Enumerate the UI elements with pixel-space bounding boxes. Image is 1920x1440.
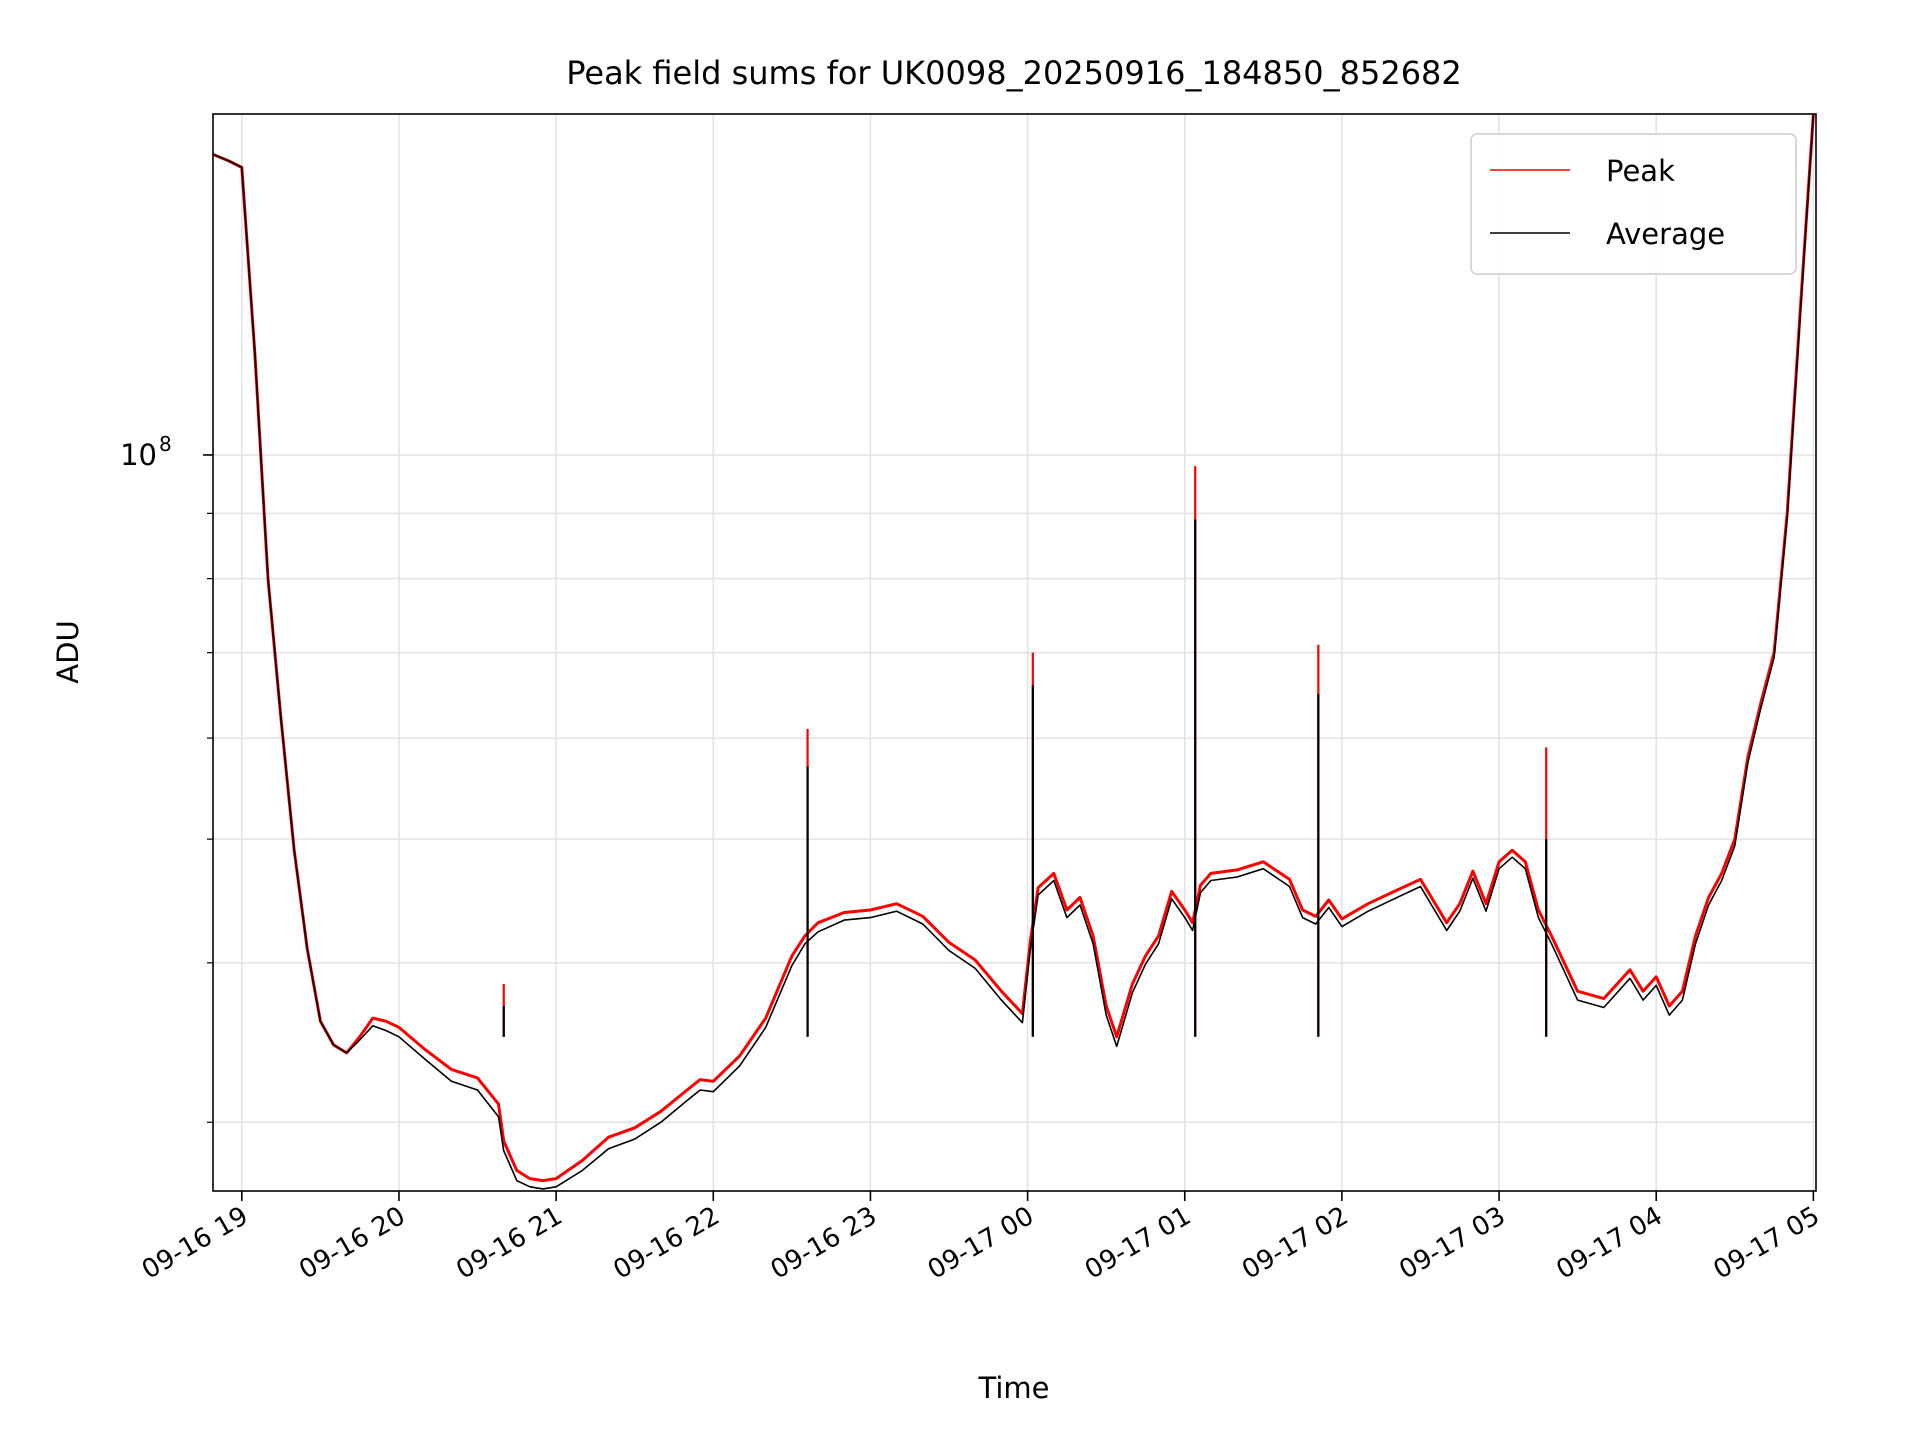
series-layer [212, 113, 1815, 1190]
x-axis-label: Time [978, 1371, 1050, 1405]
series-line-average [212, 113, 1815, 1190]
legend-label-peak: Peak [1606, 154, 1675, 188]
plot-area-frame [212, 113, 1817, 1192]
y-axis-label: ADU [51, 620, 85, 683]
legend-box [1470, 133, 1797, 275]
y-tick-label-exponent: 8 [159, 432, 172, 456]
y-tick-label-base: 10 [120, 438, 157, 472]
legend-label-average: Average [1606, 217, 1725, 251]
legend: Peak Average [1470, 133, 1797, 275]
grid [213, 114, 1816, 1191]
series-line-peak [212, 113, 1815, 1183]
chart-title: Peak field sums for UK0098_20250916_1848… [566, 54, 1462, 92]
